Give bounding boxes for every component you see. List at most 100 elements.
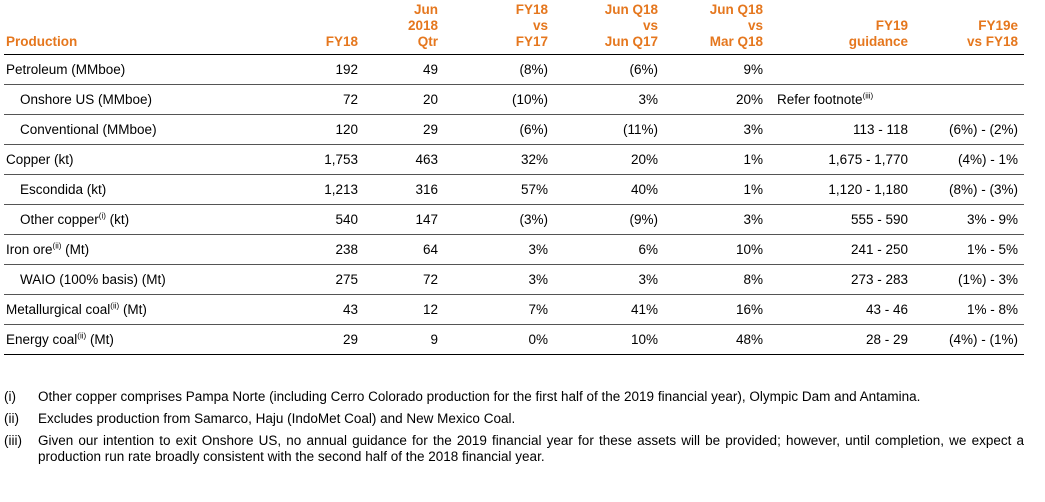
cell-junq18-vs-junq17: 3%: [554, 264, 664, 295]
cell-junq18-vs-marq18: 16%: [664, 294, 769, 325]
cell-fy19e-vs-fy18: (8%) - (3%): [914, 174, 1024, 205]
cell-guidance: 1,675 - 1,770: [769, 144, 914, 175]
cell-guidance: 241 - 250: [769, 234, 914, 265]
cell-fy19e-vs-fy18: (1%) - 3%: [914, 264, 1024, 295]
cell-fy18: 120: [254, 114, 364, 145]
cell-junq18-vs-marq18: 1%: [664, 174, 769, 205]
footnote-marker: (iii): [4, 433, 22, 448]
cell-junq18-vs-marq18: 20%: [664, 84, 769, 115]
cell-junq18-vs-marq18: 48%: [664, 324, 769, 355]
table-row: WAIO (100% basis) (Mt) 275 72 3% 3% 8% 273 - 2…: [4, 264, 1024, 295]
header-production: Production: [4, 2, 254, 55]
cell-fy18: 238: [254, 234, 364, 265]
cell-fy18-vs-fy17: (10%): [444, 84, 554, 115]
table-row: Petroleum (MMboe) 192 49 (8%) (6%) 9%: [4, 54, 1024, 85]
footnote: (ii) Excludes production from Samarco, Ha…: [4, 411, 1024, 427]
header-fy18-vs-fy17: FY18 vs FY17: [444, 2, 554, 55]
cell-junq18-vs-junq17: 6%: [554, 234, 664, 265]
cell-fy18-vs-fy17: (6%): [444, 114, 554, 145]
header-junq18-vs-junq17: Jun Q18 vs Jun Q17: [554, 2, 664, 55]
cell-junq18-vs-junq17: 40%: [554, 174, 664, 205]
cell-guidance: 28 - 29: [769, 324, 914, 355]
cell-junq18-vs-marq18: 10%: [664, 234, 769, 265]
cell-fy19e-vs-fy18: (4%) - (1%): [914, 324, 1024, 355]
production-table: Production FY18 Jun 2018 Qtr FY18 vs FY17 Ju…: [4, 2, 1024, 355]
row-label: Other copper(i) (kt): [4, 204, 254, 235]
cell-fy19e-vs-fy18: 1% - 8%: [914, 294, 1024, 325]
header-fy19e-vs-fy18: FY19e vs FY18: [914, 2, 1024, 55]
header-jun-qtr: Jun 2018 Qtr: [364, 2, 444, 55]
cell-fy18: 72: [254, 84, 364, 115]
table-row: Metallurgical coal(ii) (Mt) 43 12 7% 41% 16% 4…: [4, 294, 1024, 325]
footnote-text: Excludes production from Samarco, Haju (…: [38, 411, 516, 426]
cell-junq18-vs-junq17: 10%: [554, 324, 664, 355]
cell-fy18: 1,753: [254, 144, 364, 175]
cell-guidance: Refer footnote(iii): [769, 84, 914, 115]
cell-fy18-vs-fy17: (3%): [444, 204, 554, 235]
row-label: Escondida (kt): [4, 174, 254, 205]
table-row: Energy coal(ii) (Mt) 29 9 0% 10% 48% 28 - 29 (4…: [4, 324, 1024, 355]
cell-junq18-vs-marq18: 8%: [664, 264, 769, 295]
cell-fy19e-vs-fy18: (6%) - (2%): [914, 114, 1024, 145]
cell-jun-qtr: 147: [364, 204, 444, 235]
cell-fy18: 275: [254, 264, 364, 295]
cell-guidance: 555 - 590: [769, 204, 914, 235]
cell-fy19e-vs-fy18: 1% - 5%: [914, 234, 1024, 265]
footnote-marker: (i): [4, 389, 16, 404]
cell-junq18-vs-marq18: 1%: [664, 144, 769, 175]
cell-guidance: 1,120 - 1,180: [769, 174, 914, 205]
table-row: Other copper(i) (kt) 540 147 (3%) (9%) 3% 555 …: [4, 204, 1024, 235]
row-label: Conventional (MMboe): [4, 114, 254, 145]
cell-jun-qtr: 49: [364, 54, 444, 85]
footnote-ref: (i): [98, 211, 106, 221]
cell-jun-qtr: 20: [364, 84, 444, 115]
row-label: Petroleum (MMboe): [4, 54, 254, 85]
cell-junq18-vs-junq17: 20%: [554, 144, 664, 175]
header-junq18-vs-marq18: Jun Q18 vs Mar Q18: [664, 2, 769, 55]
footnote-text: Given our intention to exit Onshore US, …: [38, 433, 1024, 464]
table-row: Escondida (kt) 1,213 316 57% 40% 1% 1,120 - 1,…: [4, 174, 1024, 205]
cell-fy18: 43: [254, 294, 364, 325]
row-label: Onshore US (MMboe): [4, 84, 254, 115]
footnotes: (i) Other copper comprises Pampa Norte (i…: [4, 389, 1024, 471]
cell-fy18-vs-fy17: 32%: [444, 144, 554, 175]
cell-jun-qtr: 463: [364, 144, 444, 175]
table-row: Conventional (MMboe) 120 29 (6%) (11%) 3% 113 …: [4, 114, 1024, 145]
table-row: Copper (kt) 1,753 463 32% 20% 1% 1,675 - 1,770…: [4, 144, 1024, 175]
cell-junq18-vs-marq18: 3%: [664, 114, 769, 145]
cell-junq18-vs-junq17: (11%): [554, 114, 664, 145]
cell-jun-qtr: 316: [364, 174, 444, 205]
cell-junq18-vs-junq17: (9%): [554, 204, 664, 235]
table-row: Onshore US (MMboe) 72 20 (10%) 3% 20% Refer fo…: [4, 84, 1024, 115]
row-label: Energy coal(ii) (Mt): [4, 324, 254, 355]
cell-guidance: 43 - 46: [769, 294, 914, 325]
cell-junq18-vs-junq17: 3%: [554, 84, 664, 115]
row-label: WAIO (100% basis) (Mt): [4, 264, 254, 295]
cell-junq18-vs-marq18: 3%: [664, 204, 769, 235]
footnote: (iii) Given our intention to exit Onshore…: [4, 433, 1024, 465]
cell-jun-qtr: 72: [364, 264, 444, 295]
row-label: Copper (kt): [4, 144, 254, 175]
cell-jun-qtr: 9: [364, 324, 444, 355]
footnote-ref: (ii): [52, 241, 62, 251]
cell-fy18-vs-fy17: 57%: [444, 174, 554, 205]
cell-fy18: 192: [254, 54, 364, 85]
footnote-text: Other copper comprises Pampa Norte (incl…: [38, 389, 921, 404]
header-row: Production FY18 Jun 2018 Qtr FY18 vs FY17 Ju…: [4, 2, 1024, 55]
footnote-ref: (ii): [110, 301, 120, 311]
cell-jun-qtr: 29: [364, 114, 444, 145]
cell-fy18-vs-fy17: 7%: [444, 294, 554, 325]
footnote-ref: (ii): [77, 331, 87, 341]
cell-fy18-vs-fy17: 3%: [444, 264, 554, 295]
cell-guidance: [769, 54, 914, 85]
cell-fy19e-vs-fy18: [914, 84, 1024, 115]
cell-fy18: 1,213: [254, 174, 364, 205]
cell-junq18-vs-marq18: 9%: [664, 54, 769, 85]
cell-fy18-vs-fy17: (8%): [444, 54, 554, 85]
cell-fy19e-vs-fy18: 3% - 9%: [914, 204, 1024, 235]
cell-jun-qtr: 64: [364, 234, 444, 265]
cell-fy19e-vs-fy18: (4%) - 1%: [914, 144, 1024, 175]
header-fy18: FY18: [254, 2, 364, 55]
footnote: (i) Other copper comprises Pampa Norte (i…: [4, 389, 1024, 405]
footnote-marker: (ii): [4, 411, 19, 426]
